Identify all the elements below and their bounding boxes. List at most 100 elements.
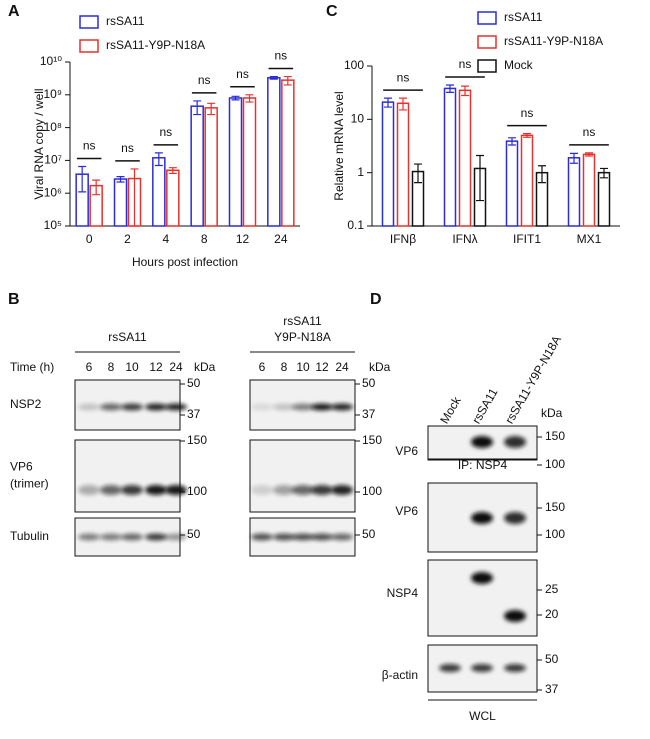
error-bar xyxy=(193,100,202,116)
y-tick-label: 10⁷ xyxy=(44,153,62,167)
marker-label: 37 xyxy=(545,682,559,696)
band xyxy=(121,403,143,411)
error-bar xyxy=(600,167,608,179)
time-label: Time (h) xyxy=(10,360,54,374)
legend-label: rsSA11-Y9P-N18A xyxy=(504,34,603,48)
marker-label: 100 xyxy=(545,457,565,471)
band xyxy=(100,403,122,411)
significance-label: ns xyxy=(397,70,410,84)
lane-label: 24 xyxy=(335,360,349,374)
bar xyxy=(582,153,596,227)
band xyxy=(504,512,526,524)
band xyxy=(311,533,333,541)
error-bar xyxy=(283,75,292,86)
significance-label: ns xyxy=(83,139,96,153)
x-tick-label: 12 xyxy=(236,232,250,246)
legend-swatch xyxy=(477,35,497,49)
error-bar xyxy=(399,97,407,111)
band xyxy=(311,485,333,495)
significance-label: ns xyxy=(274,49,287,63)
lane-label: 10 xyxy=(296,360,310,374)
band xyxy=(273,485,295,495)
error-bar xyxy=(130,168,139,227)
marker-label: 37 xyxy=(187,407,201,421)
significance-label: ns xyxy=(521,106,534,120)
error-bar xyxy=(245,94,254,103)
bar xyxy=(204,107,218,227)
band xyxy=(165,485,187,495)
error-bar xyxy=(446,84,454,93)
x-tick-label: 4 xyxy=(162,232,169,246)
bar xyxy=(113,178,128,227)
y-axis-label: Relative mRNA level xyxy=(332,91,346,200)
lane-label: 24 xyxy=(169,360,183,374)
band xyxy=(273,403,295,411)
marker-label: 50 xyxy=(362,527,376,541)
x-axis-label: Hours post infection xyxy=(132,255,238,269)
legend-label: rsSA11 xyxy=(504,10,543,24)
error-bar xyxy=(523,133,531,138)
row-label: (trimer) xyxy=(10,477,49,491)
band xyxy=(292,485,314,495)
marker-label: 100 xyxy=(187,484,207,498)
group-title: rsSA11 xyxy=(283,314,322,328)
y-tick-label: 10 xyxy=(351,112,365,126)
x-tick-label: IFNλ xyxy=(452,232,477,246)
marker-label: 150 xyxy=(187,433,207,447)
row-label: VP6 xyxy=(10,460,33,474)
bar xyxy=(396,102,410,227)
band xyxy=(504,436,526,448)
lane-label: 12 xyxy=(149,360,163,374)
lane-label: 12 xyxy=(315,360,329,374)
significance-label: ns xyxy=(459,57,472,71)
band xyxy=(251,533,273,541)
error-bar xyxy=(269,75,278,80)
legend-label: rsSA11 xyxy=(106,14,145,28)
error-bar xyxy=(570,152,578,164)
band xyxy=(471,512,493,524)
band xyxy=(504,610,526,622)
error-bar xyxy=(207,102,216,116)
lane-label: 8 xyxy=(281,360,288,374)
marker-label: 37 xyxy=(362,407,376,421)
y-axis-label: Viral RNA copy / well xyxy=(32,88,46,199)
legend-swatch xyxy=(79,15,99,29)
bar xyxy=(567,157,581,227)
band xyxy=(121,485,143,495)
x-tick-label: MX1 xyxy=(577,232,602,246)
row-label: β-actin xyxy=(382,668,418,682)
significance-label: ns xyxy=(198,73,211,87)
marker-label: 50 xyxy=(187,376,201,390)
bar xyxy=(267,77,281,227)
group-title: Y9P-N18A xyxy=(274,330,331,344)
x-tick-label: 8 xyxy=(201,232,208,246)
band xyxy=(292,403,314,411)
band xyxy=(145,485,167,495)
marker-label: 25 xyxy=(545,582,559,596)
y-tick-label: 10¹⁰ xyxy=(40,54,62,68)
bar xyxy=(443,87,457,227)
error-bar xyxy=(116,176,125,183)
lane-label: rsSA11 xyxy=(469,385,501,426)
band xyxy=(165,403,187,411)
lane-label: 10 xyxy=(125,360,139,374)
y-tick-label: 0.1 xyxy=(347,218,364,232)
band xyxy=(78,485,100,495)
bar xyxy=(152,157,166,227)
error-bar xyxy=(168,167,177,175)
error-bar xyxy=(476,154,484,202)
marker-label: 50 xyxy=(545,652,559,666)
band xyxy=(504,664,526,672)
y-tick-label: 1 xyxy=(357,165,364,179)
error-bar xyxy=(538,165,546,184)
error-bar xyxy=(154,152,163,167)
band xyxy=(471,664,493,672)
band xyxy=(251,403,273,411)
marker-label: 150 xyxy=(545,429,565,443)
error-bar xyxy=(508,137,516,146)
marker-label: 100 xyxy=(545,527,565,541)
y-tick-label: 10⁸ xyxy=(44,120,62,134)
band xyxy=(100,485,122,495)
band xyxy=(439,664,461,672)
marker-label: 50 xyxy=(362,376,376,390)
